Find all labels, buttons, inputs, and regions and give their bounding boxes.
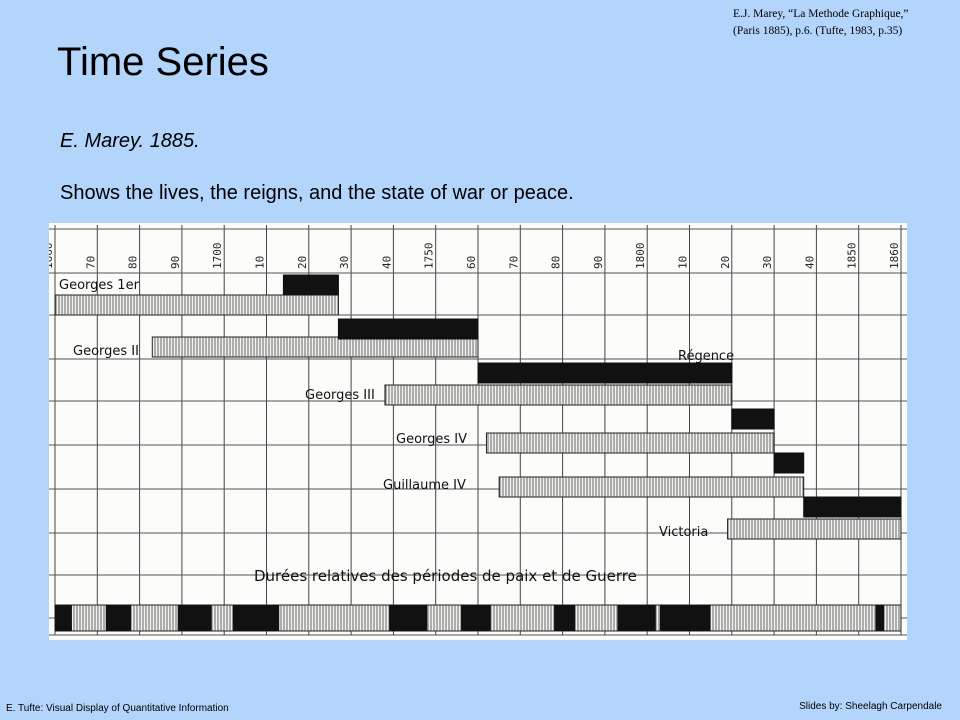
year-label: 80: [550, 256, 563, 269]
reign-bar: [282, 274, 339, 296]
year-label: 30: [761, 256, 774, 269]
footer-right: Slides by: Sheelagh Carpendale: [799, 701, 942, 712]
footer-left: E. Tufte: Visual Display of Quantitative…: [6, 703, 229, 714]
life-bar: [54, 294, 339, 316]
subtitle: E. Marey. 1885.: [60, 130, 200, 152]
war-period: [659, 605, 711, 631]
monarch-label: Georges IV: [396, 432, 467, 447]
citation-line-1: E.J. Marey, “La Methode Graphique,”: [733, 8, 909, 20]
reign-bar: [731, 408, 775, 430]
war-period: [875, 605, 885, 631]
reign-bar: [803, 496, 902, 518]
monarch-label: Régence: [678, 349, 734, 364]
year-label: 10: [677, 256, 690, 269]
year-label: 1660: [49, 243, 55, 270]
description: Shows the lives, the reigns, and the sta…: [60, 182, 574, 204]
war-period: [232, 605, 280, 631]
caption-label: Durées relatives des périodes de paix et…: [254, 567, 637, 585]
year-label: 70: [84, 256, 97, 269]
marey-chart: 1660 70 80 90 1700 10 20 30 40 1750 60 70 80 90 1800 10…: [49, 223, 907, 640]
citation-line-2: (Paris 1885), p.6. (Tufte, 1983, p.35): [733, 25, 903, 37]
citation: E.J. Marey, “La Methode Graphique,” (Par…: [733, 6, 953, 40]
year-label: 1860: [888, 243, 901, 270]
life-bar: [498, 476, 805, 498]
year-label: 60: [465, 256, 478, 269]
reign-bar: [477, 362, 733, 384]
war-period: [389, 605, 428, 631]
marey-chart-svg: 1660 70 80 90 1700 10 20 30 40 1750 60 70 80 90 1800 10…: [49, 225, 907, 636]
war-period: [461, 605, 491, 631]
year-label: 30: [338, 256, 351, 269]
war-period: [617, 605, 656, 631]
year-label: 40: [803, 256, 816, 269]
page-title: Time Series: [57, 40, 269, 84]
reign-bar: [773, 452, 805, 474]
reign-bar: [337, 318, 479, 340]
year-label: 20: [296, 256, 309, 269]
year-label: 90: [592, 256, 605, 269]
year-label: 90: [169, 256, 182, 269]
monarch-label: Guillaume IV: [383, 478, 466, 493]
year-label: 1800: [634, 243, 647, 270]
year-label: 70: [507, 256, 520, 269]
war-period: [554, 605, 576, 631]
year-label: 10: [254, 256, 267, 269]
war-period: [105, 605, 132, 631]
year-label: 40: [380, 256, 393, 269]
life-bar: [384, 384, 733, 406]
life-bar: [727, 518, 902, 540]
monarch-label: Georges II: [73, 344, 139, 359]
monarch-label: Georges III: [305, 388, 375, 403]
war-period: [55, 605, 72, 631]
year-label: 1700: [211, 243, 224, 270]
year-label: 1750: [423, 243, 436, 270]
monarch-label: Victoria: [659, 525, 708, 540]
year-label: 20: [719, 256, 732, 269]
war-period: [177, 605, 212, 631]
monarch-label: Georges 1er: [59, 278, 140, 293]
life-bar: [485, 432, 775, 454]
year-label: 1850: [846, 243, 859, 270]
life-bar: [151, 336, 479, 358]
year-label: 80: [127, 256, 140, 269]
